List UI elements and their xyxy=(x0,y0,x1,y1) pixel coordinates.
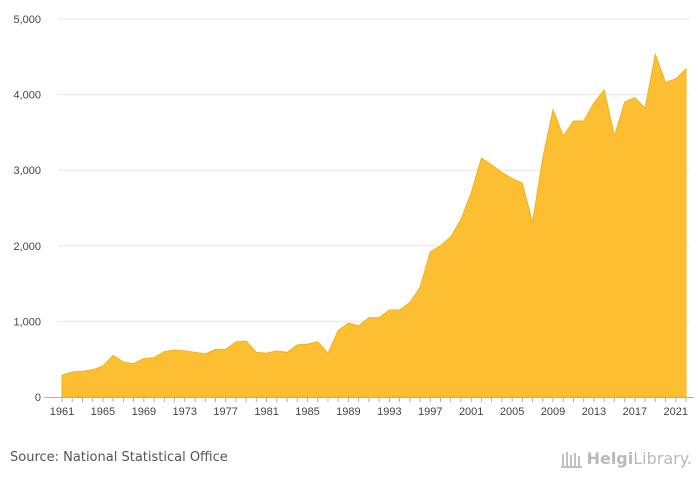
x-tick-label: 1997 xyxy=(418,406,442,418)
brand-name: HelgiLibrary. xyxy=(587,449,692,468)
x-axis-ticks: 1961 1965 1969 1973 1977 1981 1985 1989 1993 1997… xyxy=(50,397,688,418)
x-tick-label: 2017 xyxy=(623,406,647,418)
data-area xyxy=(61,52,687,398)
x-tick-label: 1969 xyxy=(132,406,156,418)
x-tick-label: 2005 xyxy=(500,406,524,418)
x-tick-label: 2013 xyxy=(582,406,606,418)
x-tick-label: 1989 xyxy=(336,406,360,418)
x-tick-label: 2021 xyxy=(664,406,688,418)
x-tick-label: 1981 xyxy=(254,406,278,418)
x-tick-label: 1973 xyxy=(173,406,197,418)
source-note: Source: National Statistical Office xyxy=(10,450,228,465)
library-logo-icon xyxy=(560,451,582,468)
brand-name-rest: Library. xyxy=(633,449,692,468)
y-tick-label: 3,000 xyxy=(13,165,41,177)
y-tick-label: 4,000 xyxy=(13,90,41,102)
x-tick-label: 1985 xyxy=(295,406,319,418)
y-tick-label: 5,000 xyxy=(13,14,41,26)
x-tick-label: 2009 xyxy=(541,406,565,418)
helgi-library-logo: HelgiLibrary. xyxy=(560,449,692,468)
x-tick-label: 2001 xyxy=(459,406,483,418)
y-tick-label: 0 xyxy=(35,392,41,404)
x-tick-label: 1977 xyxy=(213,406,237,418)
x-tick-label: 1961 xyxy=(50,406,74,418)
y-axis-ticks: 0 1,000 2,000 3,000 4,000 5,000 xyxy=(13,14,41,404)
y-tick-label: 1,000 xyxy=(13,316,41,328)
x-tick-label: 1993 xyxy=(377,406,401,418)
brand-name-bold: Helgi xyxy=(586,449,634,468)
x-tick-label: 1965 xyxy=(91,406,115,418)
y-tick-label: 2,000 xyxy=(13,241,41,253)
